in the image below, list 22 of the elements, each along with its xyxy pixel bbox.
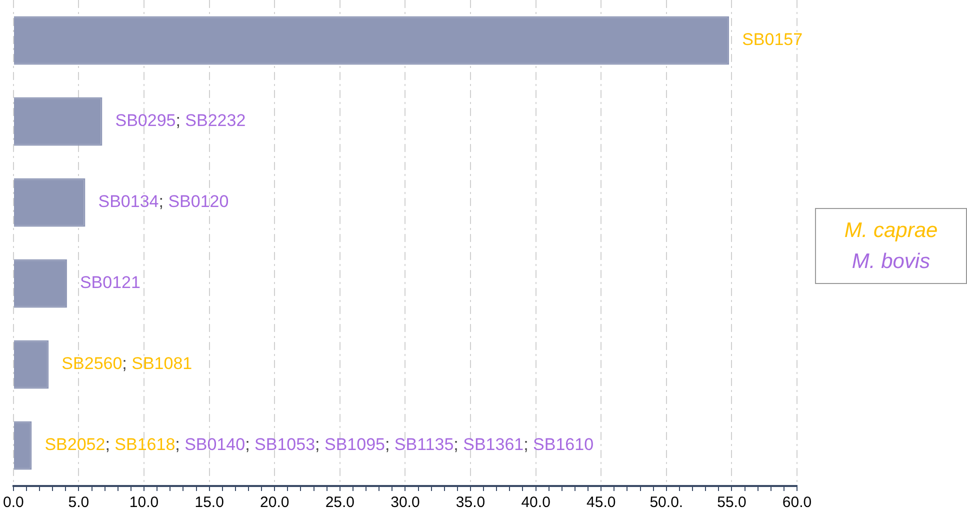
x-tick-label: 0.0 — [2, 494, 24, 512]
x-tick-label: 30.0 — [390, 494, 420, 512]
x-tick-label: 40.0 — [521, 494, 550, 512]
text: SB2560; SB1081 — [62, 354, 192, 374]
x-tick-label: 55.0 — [717, 494, 746, 512]
text: SB0157 — [742, 30, 803, 50]
text: SB2052; SB1618; — [44, 435, 180, 454]
legend-label: M. bovis — [850, 249, 932, 275]
x-tick-label: 45.0 — [586, 494, 616, 512]
x-tick-label: 35.0 — [456, 494, 486, 512]
x-tick-label: 50.0. — [650, 494, 684, 512]
x-tick-label: 25.0 — [325, 494, 355, 512]
x-tick-label: 20.0 — [260, 494, 290, 512]
text: SB0121 — [80, 273, 140, 292]
x-tick-label: 60.0 — [782, 494, 812, 512]
legend-label: M. caprae — [843, 218, 939, 244]
x-tick-label: 15.0 — [194, 494, 224, 512]
text: SB0134; SB0120 — [98, 192, 229, 212]
text: SB0140; SB1053; SB1095; SB1135; SB1361; SB1610 — [184, 435, 594, 454]
x-tick-label: 10.0 — [129, 494, 159, 512]
text: SB0295; SB2232 — [115, 111, 246, 130]
x-tick-label: 5.0 — [68, 494, 90, 512]
